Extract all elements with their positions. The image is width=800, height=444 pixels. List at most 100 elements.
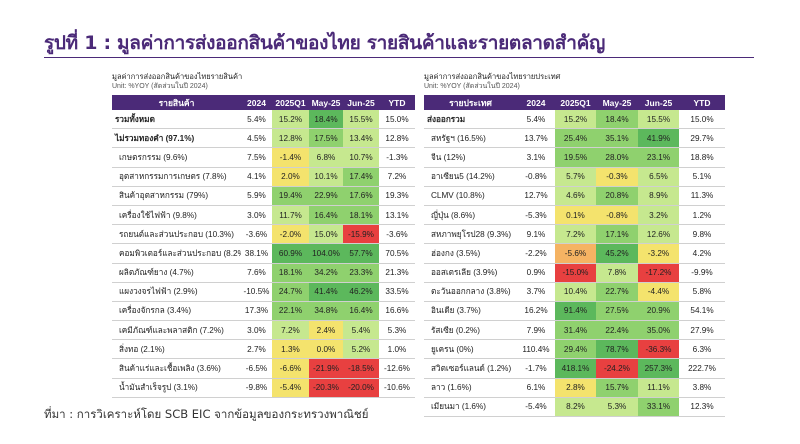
value-cell: 17.4% <box>343 167 379 187</box>
value-cell: -3.6% <box>379 224 415 245</box>
value-cell: 31.4% <box>555 320 596 341</box>
value-cell: 5.4% <box>241 110 272 130</box>
country-panel-unit: Unit: %YOY (สัดส่วนในปี 2024) <box>424 83 520 90</box>
value-cell: 257.3% <box>638 358 679 379</box>
value-cell: 29.4% <box>555 339 596 360</box>
row-label: สินค้าแร่และเชื้อเพลิง (3.6%) <box>112 358 241 379</box>
value-cell: 16.2% <box>517 301 555 322</box>
value-cell: 13.7% <box>517 128 555 149</box>
header-cell: รายสินค้า <box>112 95 241 110</box>
row-label: เครื่องจักรกล (3.4%) <box>112 301 241 322</box>
value-cell: 18.1% <box>272 263 309 283</box>
value-cell: 5.4% <box>343 320 379 341</box>
value-cell: 11.3% <box>679 186 725 206</box>
value-cell: 57.7% <box>343 243 379 264</box>
row-label: ญี่ปุ่น (8.6%) <box>424 205 517 226</box>
value-cell: 17.6% <box>343 186 379 206</box>
row-label: เคมีภัณฑ์และพลาสติก (7.2%) <box>112 320 241 341</box>
value-cell: 23.3% <box>343 263 379 283</box>
value-cell: -15.9% <box>343 224 379 245</box>
value-cell: 3.8% <box>679 378 725 398</box>
table-row: สินค้าแร่และเชื้อเพลิง (3.6%) -6.5% -6.6% -… <box>112 358 415 379</box>
row-label: ตะวันออกกลาง (3.8%) <box>424 282 517 302</box>
value-cell: 9.8% <box>679 224 725 245</box>
value-cell: 10.4% <box>555 282 596 302</box>
value-cell: 104.0% <box>309 243 343 264</box>
value-cell: -10.5% <box>241 282 272 302</box>
table-row: ยูเครน (0%) 110.4% 29.4% 78.7% -36.3% 6.3% <box>424 339 725 360</box>
product-panel: มูลค่าการส่งออกสินค้าของไทยรายสินค้า Uni… <box>112 72 415 398</box>
row-label: น้ำมันสำเร็จรูป (3.1%) <box>112 378 241 398</box>
value-cell: 22.7% <box>596 282 638 302</box>
value-cell: 18.4% <box>309 110 343 130</box>
value-cell: 35.0% <box>638 320 679 341</box>
row-label: CLMV (10.8%) <box>424 186 517 206</box>
product-panel-unit: Unit: %YOY (สัดส่วนในปี 2024) <box>112 83 208 90</box>
value-cell: 22.9% <box>309 186 343 206</box>
row-label: รัสเซีย (0.2%) <box>424 320 517 341</box>
value-cell: -20.0% <box>343 378 379 398</box>
value-cell: 33.5% <box>379 282 415 302</box>
value-cell: 4.2% <box>679 243 725 264</box>
value-cell: 17.5% <box>309 128 343 149</box>
value-cell: -1.7% <box>517 358 555 379</box>
value-cell: 22.1% <box>272 301 309 322</box>
value-cell: 21.3% <box>379 263 415 283</box>
table-row: สวิตเซอร์แลนด์ (1.2%) -1.7% 418.1% -24.2% 25… <box>424 358 725 379</box>
value-cell: 8.9% <box>638 186 679 206</box>
value-cell: 3.0% <box>241 320 272 341</box>
table-row: อุตสาหกรรมการเกษตร (7.8%) 4.1% 2.0% 10.1% 17… <box>112 167 415 187</box>
value-cell: 6.8% <box>309 147 343 168</box>
value-cell: 7.2% <box>555 224 596 245</box>
value-cell: 3.7% <box>517 282 555 302</box>
value-cell: 15.5% <box>638 110 679 130</box>
row-label: ยูเครน (0%) <box>424 339 517 360</box>
value-cell: -18.5% <box>343 358 379 379</box>
value-cell: 12.8% <box>272 128 309 149</box>
table-row: สิ่งทอ (2.1%) 2.7% 1.3% 0.0% 5.2% 1.0% <box>112 339 415 360</box>
country-panel: มูลค่าการส่งออกสินค้าของไทยรายประเทศ Uni… <box>424 72 725 418</box>
value-cell: 4.6% <box>555 186 596 206</box>
table-row: ออสเตรเลีย (3.9%) 0.9% -15.0% 7.8% -17.2% -9.… <box>424 263 725 283</box>
value-cell: 17.1% <box>596 224 638 245</box>
value-cell: 0.9% <box>517 263 555 283</box>
value-cell: 6.5% <box>638 167 679 187</box>
value-cell: 418.1% <box>555 358 596 379</box>
value-cell: 3.0% <box>241 205 272 226</box>
source-note: ที่มา : การวิเคราะห์โดย SCB EIC จากข้อมู… <box>44 407 369 421</box>
row-label: อาเซียน5 (14.2%) <box>424 167 517 187</box>
value-cell: 78.7% <box>596 339 638 360</box>
value-cell: 5.1% <box>679 167 725 187</box>
value-cell: 20.8% <box>596 186 638 206</box>
value-cell: 12.6% <box>638 224 679 245</box>
figure-title: รูปที่ 1 : มูลค่าการส่งออกสินค้าของไทย ร… <box>44 32 605 54</box>
country-table: รายประเทศ 2024 2025Q1 May-25 Jun-25 YTD … <box>424 95 725 418</box>
value-cell: -5.4% <box>517 397 555 418</box>
header-cell: May-25 <box>309 95 343 110</box>
row-label: อุตสาหกรรมการเกษตร (7.8%) <box>112 167 241 187</box>
value-cell: 46.2% <box>343 282 379 302</box>
value-cell: 1.0% <box>379 339 415 360</box>
value-cell: 25.4% <box>555 128 596 149</box>
value-cell: -17.2% <box>638 263 679 283</box>
table-row: สินค้าอุตสาหกรรม (79%) 5.9% 19.4% 22.9% 17.6… <box>112 186 415 206</box>
value-cell: -15.0% <box>555 263 596 283</box>
value-cell: 16.4% <box>309 205 343 226</box>
value-cell: -5.3% <box>517 205 555 226</box>
value-cell: 15.0% <box>679 110 725 130</box>
value-cell: 5.4% <box>517 110 555 130</box>
row-label: สินค้าอุตสาหกรรม (79%) <box>112 186 241 206</box>
value-cell: 12.8% <box>379 128 415 149</box>
row-label: ผลิตภัณฑ์ยาง (4.7%) <box>112 263 241 283</box>
value-cell: 3.2% <box>638 205 679 226</box>
table-row: ฮ่องกง (3.5%) -2.2% -5.6% 45.2% -3.2% 4.2% <box>424 243 725 264</box>
row-label: เกษตรกรรม (9.6%) <box>112 147 241 168</box>
value-cell: 4.1% <box>241 167 272 187</box>
value-cell: 15.5% <box>343 110 379 130</box>
value-cell: -5.4% <box>272 378 309 398</box>
row-label: สวิตเซอร์แลนด์ (1.2%) <box>424 358 517 379</box>
table-row: อินเดีย (3.7%) 16.2% 91.4% 27.5% 20.9% 54.1% <box>424 301 725 322</box>
value-cell: -0.8% <box>596 205 638 226</box>
country-table-header: รายประเทศ 2024 2025Q1 May-25 Jun-25 YTD <box>424 95 725 110</box>
header-cell: Jun-25 <box>638 95 679 110</box>
